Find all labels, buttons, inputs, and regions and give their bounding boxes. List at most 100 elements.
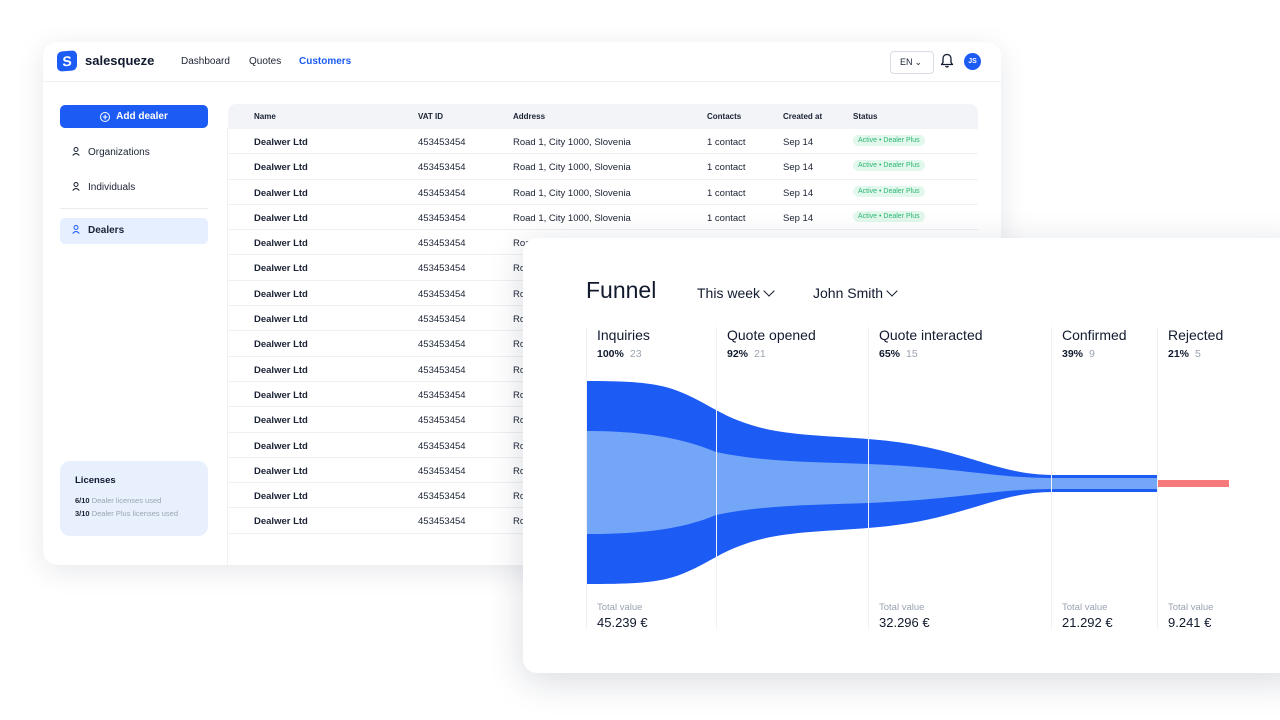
cell-name: Dealwer Ltd — [254, 238, 308, 250]
funnel-stage-quote-opened[interactable]: Quote opened 92% 21 — [716, 327, 868, 629]
stage-count: 15 — [906, 348, 918, 360]
user-value: John Smith — [813, 285, 884, 301]
total-value-label: Total value — [597, 602, 643, 613]
funnel-title: Funnel — [586, 277, 657, 303]
cell-name: Dealwer Ltd — [254, 263, 308, 275]
cell-address: Ro — [513, 339, 526, 351]
funnel-stage-rejected[interactable]: Rejected 21% 5 Total value 9.241 € — [1157, 327, 1267, 630]
column-header-status[interactable]: Status — [853, 112, 878, 121]
stage-count: 5 — [1195, 348, 1201, 360]
table-row[interactable]: Dealwer Ltd 453453454 Road 1, City 1000, S… — [228, 180, 978, 205]
bell-icon[interactable] — [940, 53, 954, 69]
column-header-address[interactable]: Address — [513, 112, 546, 121]
sidebar-item-label: Organizations — [88, 147, 150, 158]
avatar[interactable]: JS — [964, 53, 981, 70]
cell-name: Dealwer Ltd — [254, 465, 308, 477]
stage-name: Rejected — [1168, 327, 1224, 343]
language-select[interactable]: EN ⌄ — [890, 51, 934, 74]
person-icon — [72, 147, 80, 156]
cell-address: Ro — [513, 314, 526, 326]
cell-vat: 453453454 — [418, 339, 466, 351]
funnel-stage-inquiries[interactable]: Inquiries 100% 23 Total value 45.239 € — [586, 327, 717, 630]
funnel-stage-confirmed[interactable]: Confirmed 39% 9 Total value 21.292 € — [1051, 327, 1158, 630]
funnel-window: Funnel This week John Smith Inquiries 10… — [523, 238, 1280, 673]
license-text: Dealer Plus licenses used — [91, 509, 178, 518]
column-header-vat[interactable]: VAT ID — [418, 112, 444, 121]
logo-icon[interactable]: S — [57, 50, 77, 72]
cell-address: Ro — [513, 263, 526, 275]
total-value: 9.241 € — [1168, 615, 1212, 630]
sidebar-item-organizations[interactable]: Organizations — [60, 140, 208, 166]
cell-address: Ro — [513, 516, 526, 528]
column-header-name[interactable]: Name — [254, 112, 276, 121]
cell-name: Dealwer Ltd — [254, 314, 308, 326]
top-navbar: S salesqueze Dashboard Quotes Customers … — [43, 42, 1001, 82]
table-row[interactable]: Dealwer Ltd 453453454 Road 1, City 1000, S… — [228, 205, 978, 231]
cell-vat: 453453454 — [418, 137, 466, 148]
person-icon — [72, 182, 80, 191]
period-value: This week — [697, 285, 761, 301]
stage-pct-value: 92% — [727, 348, 749, 360]
cell-address: Ro — [513, 465, 526, 477]
cell-contacts: 1 contact — [707, 212, 746, 224]
license-text: Dealer licenses used — [91, 496, 162, 505]
cell-address: Ro — [513, 491, 526, 503]
sidebar-item-individuals[interactable]: Individuals — [60, 175, 208, 201]
license-usage-line: 6/10 Dealer licenses used — [75, 496, 193, 505]
brand-name[interactable]: salesqueze — [85, 53, 155, 68]
funnel-stage-quote-interacted[interactable]: Quote interacted 65% 15 Total value 32.29… — [868, 327, 1053, 630]
cell-address: Ro — [513, 440, 526, 452]
cell-name: Dealwer Ltd — [254, 389, 308, 401]
period-dropdown[interactable]: This week — [697, 285, 775, 301]
total-value: 45.239 € — [597, 615, 648, 630]
cell-vat: 453453454 — [418, 162, 466, 174]
column-header-contacts[interactable]: Contacts — [707, 112, 742, 121]
stage-name: Quote opened — [727, 327, 816, 343]
sidebar-item-dealers[interactable]: Dealers — [60, 218, 208, 244]
status-badge: Active • Dealer Plus — [853, 160, 925, 172]
add-dealer-label: Add dealer — [116, 111, 168, 122]
cell-vat: 453453454 — [418, 440, 466, 452]
stage-count: 9 — [1089, 348, 1095, 360]
stage-percent: 100% 23 — [597, 348, 642, 360]
chevron-down-icon: ⌄ — [914, 57, 923, 67]
stage-percent: 21% 5 — [1168, 348, 1201, 360]
add-dealer-button[interactable]: + Add dealer — [60, 105, 208, 128]
licenses-title: Licenses — [75, 475, 116, 486]
status-badge: Active • Dealer Plus — [853, 210, 925, 222]
funnel-inner-band — [586, 431, 1158, 534]
cell-vat: 453453454 — [418, 314, 466, 326]
cell-vat: 453453454 — [418, 516, 466, 528]
cell-vat: 453453454 — [418, 238, 466, 250]
cell-name: Dealwer Ltd — [254, 162, 308, 174]
nav-dashboard[interactable]: Dashboard — [181, 56, 230, 67]
cell-vat: 453453454 — [418, 212, 466, 224]
funnel-chart — [586, 381, 1229, 584]
licenses-card: Licenses 6/10 Dealer licenses used 3/10 … — [60, 461, 208, 536]
cell-address: Road 1, City 1000, Slovenia — [513, 212, 631, 224]
cell-vat: 453453454 — [418, 187, 466, 199]
stage-name: Inquiries — [597, 327, 650, 343]
cell-vat: 453453454 — [418, 263, 466, 275]
cell-name: Dealwer Ltd — [254, 137, 308, 148]
cell-address: Road 1, City 1000, Slovenia — [513, 162, 631, 174]
sidebar-item-label: Individuals — [88, 182, 136, 193]
license-count: 3/10 — [75, 509, 90, 518]
cell-address: Road 1, City 1000, Slovenia — [513, 137, 631, 148]
user-dropdown[interactable]: John Smith — [813, 285, 898, 301]
cell-address: Ro — [513, 415, 526, 427]
table-row[interactable]: Dealwer Ltd 453453454 Road 1, City 1000, S… — [228, 154, 978, 180]
stage-pct-value: 21% — [1168, 348, 1190, 360]
table-row[interactable]: Dealwer Ltd 453453454 Road 1, City 1000, S… — [228, 129, 978, 155]
column-header-created[interactable]: Created at — [783, 112, 823, 121]
total-value: 21.292 € — [1062, 615, 1113, 630]
license-usage-line: 3/10 Dealer Plus licenses used — [75, 509, 193, 518]
stage-pct-value: 100% — [597, 348, 624, 360]
sidebar-item-label: Dealers — [88, 225, 125, 236]
nav-quotes[interactable]: Quotes — [249, 56, 282, 67]
license-count: 6/10 — [75, 496, 90, 505]
person-icon — [72, 225, 80, 234]
total-value-label: Total value — [1062, 602, 1108, 613]
cell-vat: 453453454 — [418, 389, 466, 401]
nav-customers[interactable]: Customers — [299, 56, 352, 67]
